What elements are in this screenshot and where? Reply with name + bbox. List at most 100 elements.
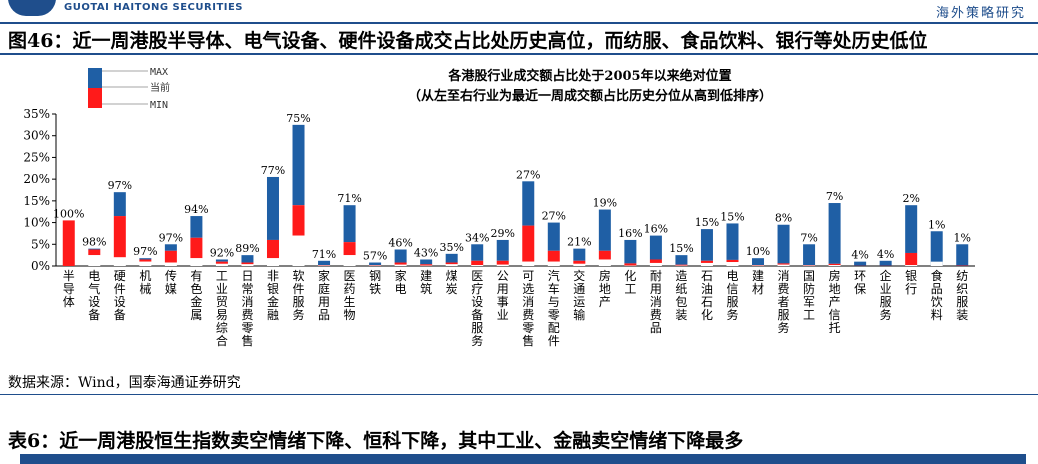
bar-max-segment xyxy=(905,205,918,253)
x-tick-label: 企业服务 xyxy=(880,268,892,322)
bar-current-segment xyxy=(164,250,177,263)
x-tick-label: 食品饮料 xyxy=(931,268,943,322)
x-tick-label: 公用事业 xyxy=(497,269,509,322)
bar-max-segment xyxy=(930,231,943,266)
bar-min-segment xyxy=(88,255,101,266)
x-tick-label: 医药生物 xyxy=(344,269,356,322)
bar-current-segment xyxy=(471,260,484,266)
data-label: 35% xyxy=(439,241,463,254)
bar-max-segment xyxy=(394,249,407,263)
bar-max-segment xyxy=(471,244,484,261)
x-tick-label: 煤炭 xyxy=(446,269,458,296)
x-tick-label: 机械 xyxy=(139,269,151,296)
data-label: 1% xyxy=(954,231,971,244)
bar-min-segment xyxy=(190,258,203,266)
bar-max-segment xyxy=(573,248,586,261)
y-tick-label: 35% xyxy=(23,107,50,121)
y-tick-label: 25% xyxy=(23,150,50,164)
legend-label-current: 当前 xyxy=(150,81,170,94)
bar-max-segment xyxy=(445,253,458,263)
data-label: 27% xyxy=(516,168,540,181)
data-label: 43% xyxy=(414,246,438,259)
x-tick-label: 钢铁 xyxy=(369,269,381,296)
bar-current-segment xyxy=(777,263,790,265)
data-label: 7% xyxy=(800,231,817,244)
bar-max-segment xyxy=(292,124,305,206)
bar-min-segment xyxy=(139,261,152,266)
bar-max-segment xyxy=(496,239,509,261)
bar-current-segment xyxy=(88,249,101,256)
brand-text: GUOTAI HAITONG SECURITIES xyxy=(64,2,244,13)
chart-subtitle: （从左至右行业为最近一周成交额占比历史分位从高到低排序） xyxy=(408,88,772,104)
bar-min-segment xyxy=(113,257,126,266)
bar-max-segment xyxy=(828,203,841,264)
data-label: 15% xyxy=(695,216,719,229)
data-labels: 100%98%97%97%97%94%92% 89%77%75%71%71%57%… xyxy=(53,112,971,263)
x-tick-label: 非银金融 xyxy=(267,269,279,322)
x-tick-label: 电气设备 xyxy=(88,269,100,322)
bar-min-segment xyxy=(649,262,662,266)
data-label: 98% xyxy=(82,236,106,249)
x-tick-label: 医疗设备服务 xyxy=(471,269,483,348)
x-tick-label: 半导体 xyxy=(63,269,75,309)
bar-current-segment xyxy=(215,261,228,264)
data-label: 2% xyxy=(902,192,919,205)
legend-swatch-max xyxy=(88,68,102,88)
y-tick-label: 15% xyxy=(23,194,50,208)
bar-max-segment xyxy=(139,258,152,260)
bar-max-segment xyxy=(369,262,382,266)
bar-max-segment xyxy=(675,255,688,265)
data-label: 8% xyxy=(775,212,792,225)
data-label: 4% xyxy=(877,248,894,261)
bar-max-segment xyxy=(649,235,662,260)
x-tick-label: 环保 xyxy=(854,269,866,296)
bar-min-segment xyxy=(266,258,279,266)
bar-min-segment xyxy=(394,264,407,266)
bar-current-segment xyxy=(675,264,688,266)
x-tick-label: 造纸包装 xyxy=(675,269,687,322)
data-label: 46% xyxy=(388,236,412,249)
bar-current-segment xyxy=(266,239,279,259)
legend-label-max: MAX xyxy=(150,67,168,78)
bar-max-segment xyxy=(726,223,739,260)
x-tick-label: 房地产信托 xyxy=(829,268,841,335)
x-tick-label: 国防军工 xyxy=(803,269,815,322)
bar-current-segment xyxy=(649,259,662,263)
data-label: 94% xyxy=(184,203,208,216)
data-label: 15% xyxy=(669,242,693,255)
data-label: 19% xyxy=(593,197,617,210)
bar-max-segment xyxy=(598,209,611,251)
bar-max-segment xyxy=(241,255,254,263)
y-tick-label: 30% xyxy=(23,129,50,143)
header-rule xyxy=(0,22,1038,24)
bar-max-segment xyxy=(113,192,126,217)
bar-min-segment xyxy=(164,262,177,266)
data-label: 1% xyxy=(928,218,945,231)
data-label: 16% xyxy=(644,223,668,236)
bar-max-segment xyxy=(854,261,867,266)
data-label: 97% xyxy=(108,179,132,192)
chart-legend: MAX 当前 MIN xyxy=(88,67,170,111)
bar-current-segment xyxy=(343,242,356,256)
x-tick-label: 消费者服务 xyxy=(778,269,790,335)
bar-current-segment xyxy=(496,260,509,265)
bar-series xyxy=(62,124,969,266)
bar-current-segment xyxy=(113,216,126,258)
bar-current-segment xyxy=(905,252,918,266)
x-tick-label: 汽车与零配件 xyxy=(548,268,560,348)
bar-max-segment xyxy=(190,216,203,238)
data-label: 15% xyxy=(720,210,744,223)
source-note: 数据来源：Wind，国泰海通证券研究 xyxy=(8,375,241,391)
y-tick-label: 0% xyxy=(31,259,50,273)
legend-swatch-current xyxy=(88,88,102,108)
bar-current-segment xyxy=(573,260,586,264)
bar-min-segment xyxy=(241,264,254,266)
bar-max-segment xyxy=(803,244,816,266)
bar-min-segment xyxy=(828,265,841,266)
bar-current-segment xyxy=(726,259,739,263)
bar-max-segment xyxy=(547,222,560,251)
header-section-label: 海外策略研究 xyxy=(935,6,1026,21)
bar-min-segment xyxy=(726,262,739,266)
bar-min-segment xyxy=(598,259,611,266)
